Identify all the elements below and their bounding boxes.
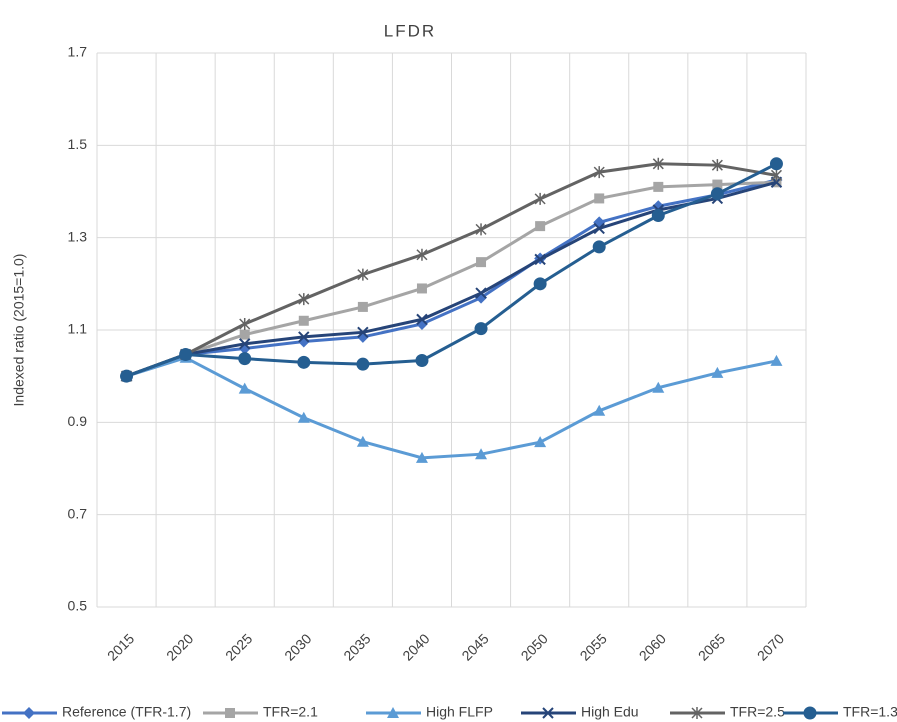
y-tick-label: 0.9 xyxy=(68,413,88,429)
x-tick-label: 2025 xyxy=(222,630,255,663)
marker-circle xyxy=(533,277,547,291)
marker-circle xyxy=(415,353,429,367)
marker-circle xyxy=(474,322,488,336)
marker-square xyxy=(239,329,250,340)
legend-entry: TFR=2.1 xyxy=(203,704,318,720)
marker-x xyxy=(298,331,310,343)
y-tick-label: 1.5 xyxy=(68,136,88,152)
marker-star xyxy=(357,268,369,281)
marker-circle xyxy=(238,352,252,366)
marker-star xyxy=(534,192,546,205)
marker-triangle xyxy=(593,404,606,416)
marker-star xyxy=(239,317,251,330)
x-tick-label: 2030 xyxy=(281,630,314,663)
series-line xyxy=(126,180,777,378)
legend-label: High Edu xyxy=(581,704,639,720)
y-tick-label: 0.7 xyxy=(68,505,88,521)
y-axis-label: Indexed ratio (2015=1.0) xyxy=(11,254,27,407)
legend-entry: TFR=2.5 xyxy=(670,704,785,720)
marker-x xyxy=(475,287,487,299)
marker-square xyxy=(712,179,723,190)
legend-label: High FLFP xyxy=(426,704,493,720)
series-line xyxy=(126,180,777,378)
marker-star xyxy=(652,157,664,170)
series-line xyxy=(126,162,778,378)
marker-square xyxy=(416,283,427,294)
marker-circle xyxy=(769,157,783,171)
x-tick-label: 2035 xyxy=(340,630,373,663)
marker-triangle xyxy=(652,381,665,393)
marker-circle xyxy=(592,240,606,254)
marker-triangle xyxy=(711,366,724,378)
marker-star xyxy=(298,293,310,306)
marker-star xyxy=(770,169,782,182)
marker-circle xyxy=(297,355,311,369)
y-tick-label: 0.5 xyxy=(68,598,88,614)
series-line xyxy=(126,178,777,378)
x-tick-label: 2045 xyxy=(458,630,491,663)
marker-triangle xyxy=(415,451,428,463)
marker-triangle xyxy=(356,435,369,447)
marker-square xyxy=(298,315,309,326)
marker-x xyxy=(239,338,251,350)
x-tick-label: 2060 xyxy=(636,630,669,663)
marker-x xyxy=(593,222,605,235)
marker-x xyxy=(416,313,428,326)
x-tick-label: 2065 xyxy=(695,630,728,663)
marker-square xyxy=(357,301,368,312)
marker-star xyxy=(416,248,428,261)
marker-circle xyxy=(651,209,665,223)
y-tick-label: 1.1 xyxy=(68,321,88,337)
legend-label: TFR=2.5 xyxy=(730,704,785,720)
marker-x xyxy=(534,253,546,266)
marker-diamond xyxy=(23,707,35,719)
marker-circle xyxy=(803,706,817,720)
marker-triangle xyxy=(238,382,251,394)
series-line xyxy=(126,162,777,378)
marker-x xyxy=(357,326,369,339)
marker-square xyxy=(535,221,546,232)
marker-triangle xyxy=(475,448,488,460)
legend-label: Reference (TFR-1.7) xyxy=(62,704,191,720)
legend-entry: Reference (TFR-1.7) xyxy=(2,704,191,720)
legend-entry: High Edu xyxy=(521,704,639,720)
chart-title: LFDR xyxy=(384,21,436,40)
marker-triangle xyxy=(297,411,310,423)
marker-triangle xyxy=(770,354,783,366)
marker-triangle xyxy=(534,436,547,448)
marker-square xyxy=(653,181,664,192)
x-tick-label: 2070 xyxy=(754,630,787,663)
marker-circle xyxy=(356,357,370,371)
marker-x xyxy=(542,707,554,719)
x-tick-label: 2050 xyxy=(518,630,551,663)
marker-star xyxy=(593,166,605,179)
series-line xyxy=(126,356,777,460)
marker-square xyxy=(225,708,235,718)
marker-star xyxy=(691,707,703,719)
legend-label: TFR=2.1 xyxy=(263,704,318,720)
marker-square xyxy=(476,257,487,268)
legend-entry: TFR=1.3 xyxy=(783,704,897,720)
x-tick-label: 2055 xyxy=(577,630,610,663)
x-tick-label: 2040 xyxy=(399,630,432,663)
marker-circle xyxy=(710,187,724,201)
marker-circle xyxy=(120,369,134,383)
y-tick-label: 1.3 xyxy=(68,228,88,244)
marker-circle xyxy=(179,347,193,361)
series xyxy=(120,157,783,383)
x-tick-label: 2020 xyxy=(163,630,196,663)
legend-label: TFR=1.3 xyxy=(843,704,897,720)
y-tick-label: 1.7 xyxy=(68,44,88,60)
x-tick-label: 2015 xyxy=(104,630,137,663)
legend-entry: High FLFP xyxy=(366,704,493,720)
marker-triangle xyxy=(387,707,399,718)
marker-star xyxy=(475,223,487,236)
marker-star xyxy=(711,159,723,172)
marker-square xyxy=(594,193,605,204)
